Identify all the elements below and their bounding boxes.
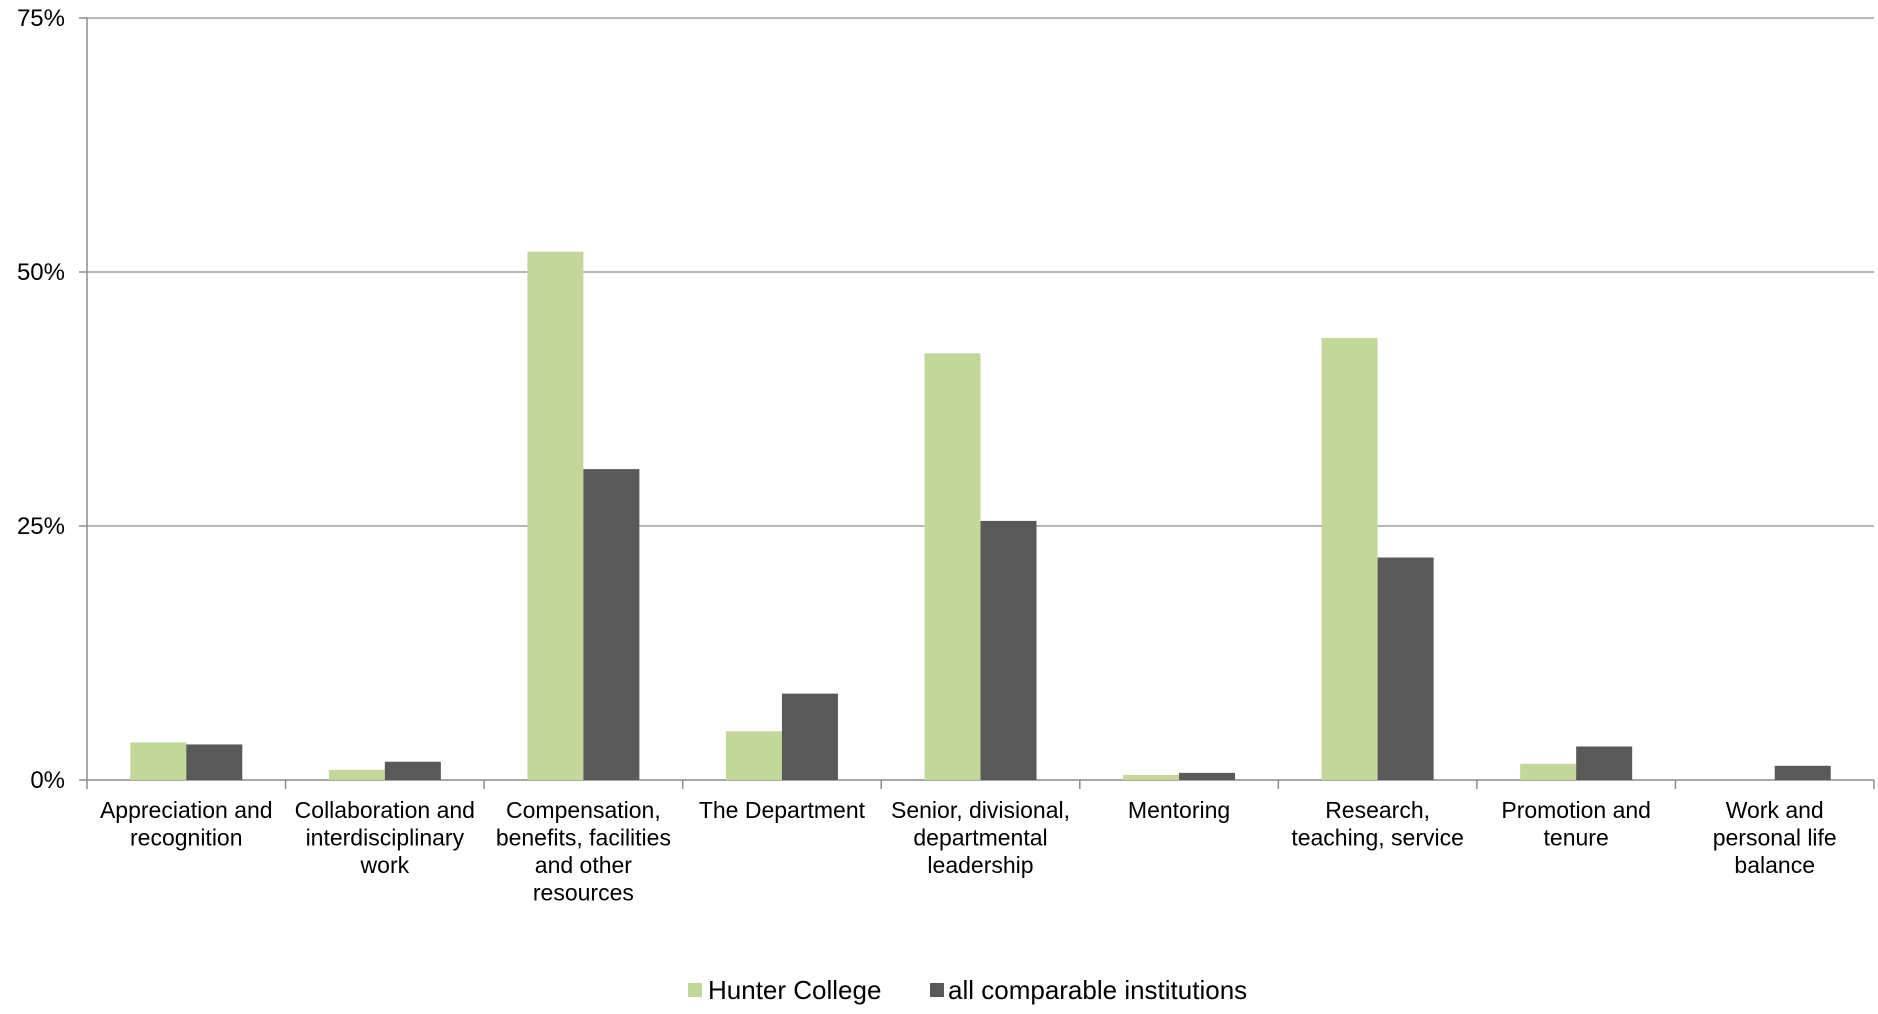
legend-label: Hunter College	[708, 975, 881, 1005]
x-category-label: and other	[535, 852, 633, 878]
x-category-label: balance	[1734, 852, 1815, 878]
bar-comparable-institutions	[1378, 557, 1434, 780]
y-tick-label: 0%	[30, 767, 65, 794]
x-category-label: Collaboration and	[295, 797, 475, 823]
x-category-label: tenure	[1544, 825, 1609, 851]
x-category-label: The Department	[699, 797, 866, 823]
legend-label: all comparable institutions	[948, 975, 1247, 1005]
x-category-label: Compensation,	[506, 797, 661, 823]
bar-comparable-institutions	[385, 762, 441, 780]
x-category-label: interdisciplinary	[306, 825, 465, 851]
x-category-label: personal life	[1713, 825, 1837, 851]
x-category-label: Appreciation and	[100, 797, 273, 823]
x-category-label: work	[360, 852, 410, 878]
bar-comparable-institutions	[1179, 773, 1235, 780]
x-category-label: departmental	[913, 825, 1047, 851]
y-tick-label: 50%	[17, 259, 65, 286]
y-tick-label: 25%	[17, 513, 65, 540]
x-category-label: Work and	[1726, 797, 1824, 823]
bar-comparable-institutions	[583, 469, 639, 780]
x-category-label: Research,	[1325, 797, 1430, 823]
bar-hunter-college	[527, 252, 583, 780]
bar-hunter-college	[1123, 775, 1179, 780]
x-category-label: benefits, facilities	[496, 825, 671, 851]
x-category-label: Promotion and	[1501, 797, 1651, 823]
bar-comparable-institutions	[981, 521, 1037, 780]
bar-hunter-college	[925, 353, 981, 780]
x-category-label: Senior, divisional,	[891, 797, 1070, 823]
x-category-label: recognition	[130, 825, 243, 851]
bar-comparable-institutions	[186, 744, 242, 780]
bar-comparable-institutions	[1775, 766, 1831, 780]
x-category-label: resources	[533, 880, 634, 906]
bar-comparable-institutions	[782, 694, 838, 780]
bar-comparable-institutions	[1576, 746, 1632, 780]
x-category-label: teaching, service	[1291, 825, 1464, 851]
x-category-label: Mentoring	[1128, 797, 1230, 823]
bar-hunter-college	[1520, 764, 1576, 780]
bar-hunter-college	[130, 742, 186, 780]
y-tick-label: 75%	[17, 5, 65, 32]
legend-swatch	[688, 983, 702, 997]
legend-swatch	[930, 983, 944, 997]
bar-hunter-college	[726, 731, 782, 780]
x-category-label: leadership	[927, 852, 1033, 878]
bar-hunter-college	[1322, 338, 1378, 780]
bar-hunter-college	[329, 770, 385, 780]
